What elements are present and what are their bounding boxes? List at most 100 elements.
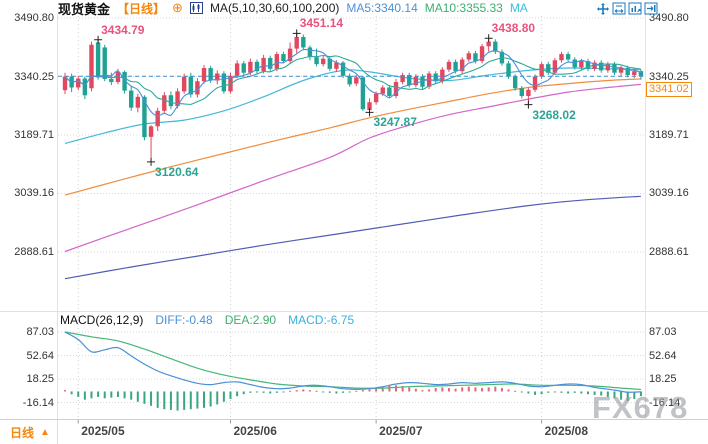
macd-histogram-bar <box>335 391 338 394</box>
macd-histogram-bar <box>222 391 225 402</box>
extreme-marker-icon <box>94 35 103 44</box>
macd-histogram-bar <box>573 391 576 393</box>
candle-body <box>380 87 385 94</box>
price-annotation-high: 3434.79 <box>101 22 145 37</box>
price-axis-label: 3490.80 <box>649 12 689 24</box>
candle-body <box>572 59 577 68</box>
candle-body <box>261 57 266 72</box>
macd-histogram-bar <box>242 391 245 395</box>
candle-body <box>400 75 405 83</box>
symbol-name: 现货黄金 <box>58 1 111 17</box>
macd-histogram-bar <box>176 391 179 411</box>
add-indicator-icon[interactable]: ⊕ <box>172 0 183 15</box>
candle-body <box>148 126 154 137</box>
candle-body <box>234 63 240 76</box>
candle-body <box>360 77 366 110</box>
macd-macd-value: MACD:-6.75 <box>288 313 355 327</box>
macd-histogram-bar <box>328 391 331 393</box>
macd-histogram-bar <box>308 390 311 392</box>
macd-histogram-bar <box>110 391 113 398</box>
macd-histogram-bar <box>90 391 93 399</box>
candle-body <box>519 88 524 97</box>
price-axis-label: 3189.71 <box>649 128 689 141</box>
price-annotation-low: 3120.64 <box>155 164 199 179</box>
macd-histogram-bar <box>295 390 298 392</box>
macd-title: MACD(26,12,9) <box>60 313 144 327</box>
price-axis-label: 2888.61 <box>14 246 54 258</box>
macd-axis-label: -16.14 <box>22 396 54 409</box>
fit-x-icon[interactable] <box>612 2 626 15</box>
macd-histogram-bar <box>567 391 570 394</box>
macd-histogram-bar <box>534 391 537 395</box>
macd-histogram-bar <box>322 391 325 393</box>
candle-body <box>565 54 571 60</box>
price-annotation-low: 3247.87 <box>373 115 417 130</box>
candle-body <box>135 96 141 108</box>
timeframe-label: 日线 <box>10 426 35 440</box>
candle-body <box>327 58 332 69</box>
ma100-line <box>64 83 641 253</box>
macd-histogram-bar <box>196 391 199 409</box>
macd-histogram-bar <box>639 391 642 397</box>
pan-icon[interactable] <box>596 2 610 15</box>
candle-body <box>387 87 392 97</box>
fit-y-icon[interactable] <box>628 2 642 15</box>
macd-histogram-bar <box>514 390 517 392</box>
macd-histogram-bar <box>156 391 159 408</box>
price-axis-label: 3039.16 <box>14 187 54 200</box>
macd-histogram-bar <box>520 391 523 393</box>
price-axis-label: 3340.25 <box>649 70 689 83</box>
macd-diff-value: DIFF:-0.48 <box>155 313 213 327</box>
macd-histogram-bar <box>70 391 73 395</box>
date-label: 2025/05 <box>81 424 125 438</box>
macd-histogram-bar <box>169 391 172 410</box>
ma200-line <box>64 195 641 280</box>
candle-body <box>446 61 452 70</box>
macd-axis-label: 87.03 <box>649 326 677 338</box>
candle-body <box>612 64 617 73</box>
candle-body <box>89 44 94 89</box>
date-label: 2025/07 <box>379 424 423 438</box>
macd-histogram-bar <box>401 386 404 392</box>
ma60-line <box>64 78 641 196</box>
ma-settings-label: MA(5,10,30,60,100,200) <box>209 1 340 15</box>
macd-histogram-bar <box>481 388 484 392</box>
price-annotation-low: 3268.02 <box>532 107 576 122</box>
macd-axis-label: -16.14 <box>649 396 681 409</box>
macd-histogram-bar <box>249 391 252 393</box>
macd-histogram-bar <box>474 387 477 392</box>
jump-latest-icon[interactable] <box>644 2 658 15</box>
extreme-marker-icon <box>292 29 301 38</box>
macd-histogram-bar <box>626 391 629 402</box>
date-label: 2025/08 <box>544 424 589 438</box>
chart-toolbar <box>596 2 658 15</box>
macd-histogram-bar <box>395 385 397 392</box>
macd-histogram-bar <box>269 391 272 394</box>
candle-body <box>413 76 419 86</box>
macd-histogram-bar <box>103 391 106 399</box>
macd-axis-label: 18.25 <box>26 373 54 385</box>
candle-body <box>181 76 187 92</box>
candle-body <box>175 91 180 107</box>
timeframe-selector[interactable]: 日线 ▲ <box>10 424 50 441</box>
macd-histogram-bar <box>255 391 258 393</box>
candle-body <box>466 53 472 60</box>
price-axis-label: 3340.25 <box>14 70 54 83</box>
macd-histogram-bar <box>64 390 66 392</box>
macd-histogram-bar <box>136 391 139 402</box>
macd-histogram-bar <box>275 391 278 393</box>
macd-histogram-bar <box>388 386 391 392</box>
candle-body <box>440 69 445 82</box>
candle-body <box>301 36 306 48</box>
candle-body <box>493 41 498 52</box>
macd-histogram-bar <box>421 390 424 392</box>
macd-histogram-bar <box>553 391 556 393</box>
macd-axis-label: 52.64 <box>26 349 54 362</box>
price-axis-label: 3490.80 <box>14 12 54 24</box>
candle-body <box>195 81 200 95</box>
candle-body <box>407 75 412 86</box>
candle-body <box>314 57 319 65</box>
macd-axis-label: 52.64 <box>649 349 677 362</box>
